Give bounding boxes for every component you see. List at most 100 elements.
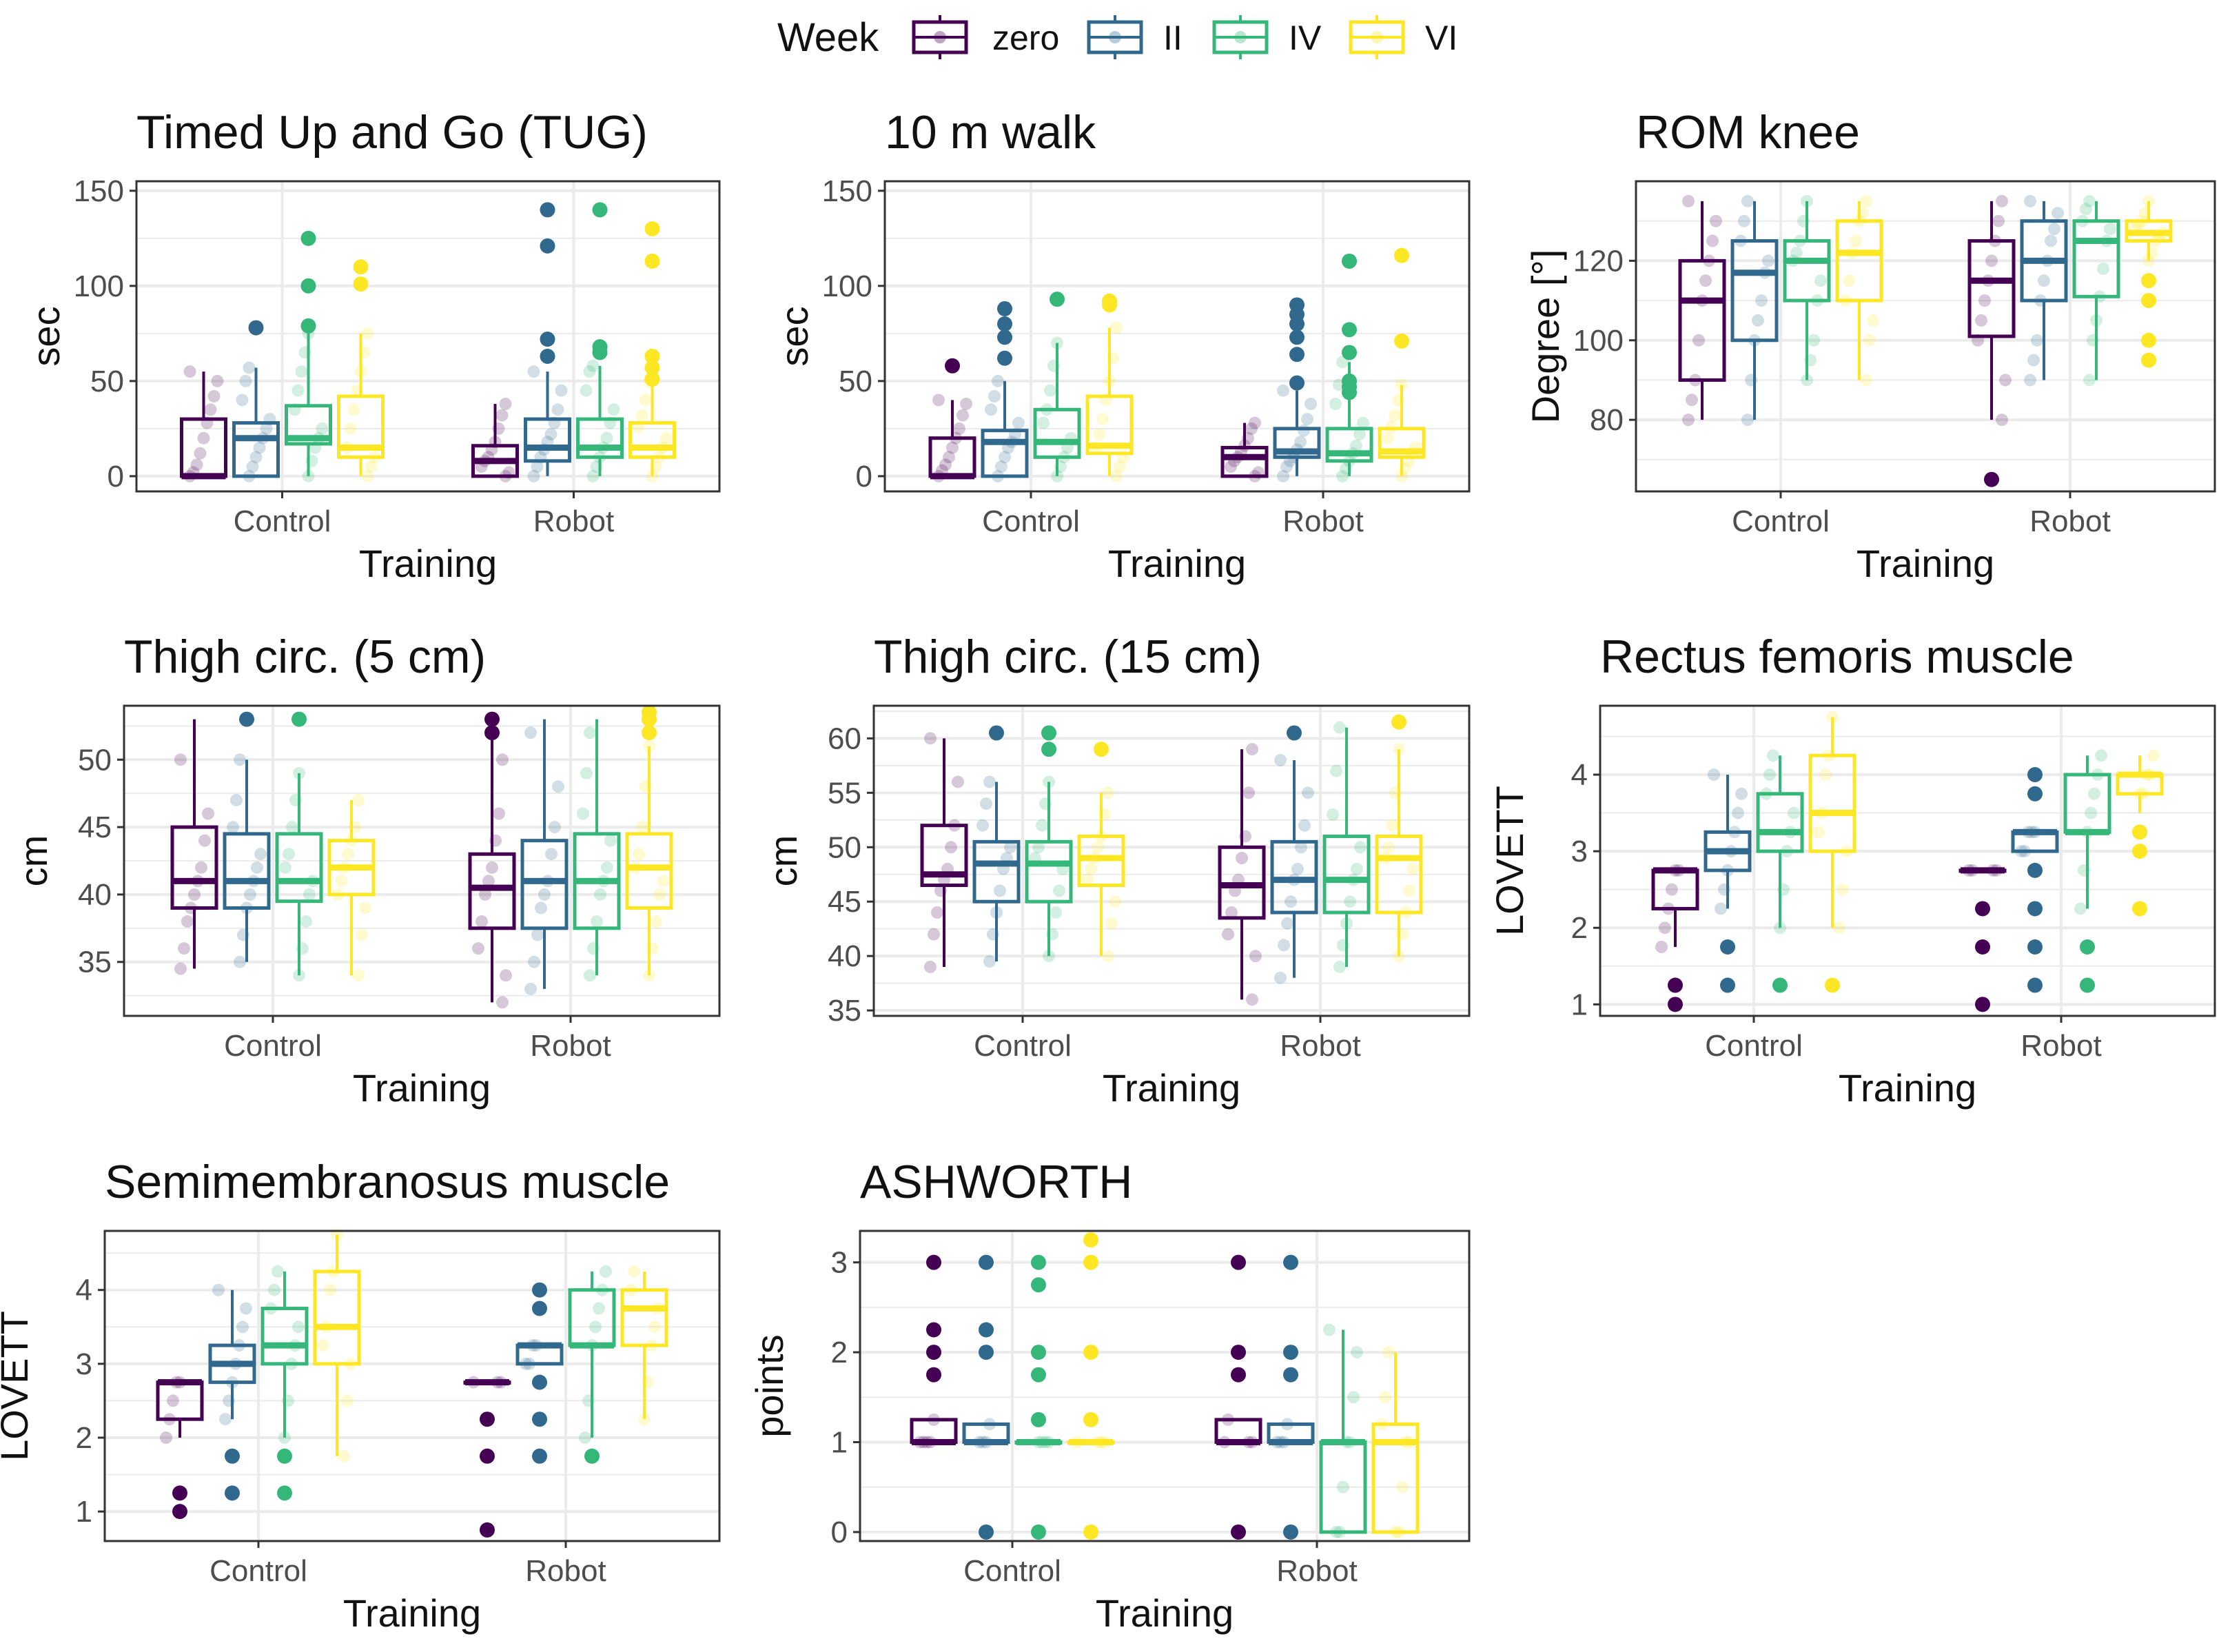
jitter-point [535, 901, 547, 915]
box-body [1025, 839, 1073, 904]
outlier-point [644, 360, 660, 376]
jitter-point [1330, 764, 1342, 777]
outlier-point [1094, 742, 1109, 757]
jitter-point [317, 1339, 329, 1352]
jitter-point [976, 819, 989, 832]
box-body [2072, 219, 2120, 298]
outlier-point [1342, 345, 1357, 360]
jitter-point [1225, 460, 1237, 473]
jitter-point [1710, 214, 1722, 227]
box-IV-robot [568, 1265, 616, 1464]
box-body [920, 824, 968, 888]
outlier-point [926, 1345, 941, 1360]
box-zero-robot [471, 398, 519, 482]
box-body [1835, 219, 1883, 303]
x-tick-label: Robot [1282, 504, 1363, 538]
outlier-point [1031, 1411, 1046, 1427]
jitter-point [1280, 460, 1293, 473]
outlier-point [532, 1374, 547, 1390]
jitter-point [283, 848, 295, 861]
jitter-point [342, 848, 354, 861]
box-body [625, 832, 673, 910]
jitter-point [472, 942, 484, 955]
jitter-point [531, 460, 544, 473]
jitter-point [607, 403, 620, 416]
box-body [1678, 258, 1726, 382]
jitter-point [1812, 826, 1825, 839]
outlier-point [2080, 977, 2095, 993]
jitter-point [635, 409, 648, 422]
outlier-point [1975, 901, 1990, 917]
box-zero-control [910, 1254, 958, 1449]
jitter-point [589, 1320, 602, 1334]
x-axis-title: Training [1839, 1066, 1976, 1110]
jitter-point [347, 403, 360, 416]
jitter-point [1278, 939, 1290, 952]
legend-item-vi: VI [1349, 15, 1457, 59]
legend-item-zero: zero [912, 15, 1059, 59]
box-body [1322, 834, 1371, 915]
jitter-point [528, 955, 540, 968]
panel-background [885, 181, 1469, 491]
y-axis-title: cm [761, 835, 805, 887]
y-tick-label: 55 [828, 776, 861, 810]
box-IV-robot [2063, 749, 2111, 993]
outlier-point [2027, 901, 2043, 917]
jitter-point [594, 888, 606, 901]
jitter-point [207, 389, 221, 402]
jitter-point [538, 888, 551, 901]
box-zero-control [180, 365, 227, 482]
panel-3: 80 100 120 Control Robot ROM knee Training Degr… [1524, 106, 2216, 585]
outlier-point [1289, 347, 1305, 363]
y-tick-label: 2 [831, 1336, 848, 1369]
jitter-point [211, 374, 224, 387]
box-body [1033, 407, 1081, 459]
jitter-point [496, 753, 509, 766]
box-body [275, 832, 323, 904]
jitter-point [659, 431, 673, 445]
outlier-point [997, 350, 1012, 366]
outlier-point [1231, 1254, 1246, 1270]
jitter-point [1337, 1480, 1349, 1493]
box-II-robot [1273, 297, 1321, 482]
jitter-point [500, 969, 512, 982]
y-tick-label: 1 [76, 1495, 92, 1529]
jitter-point [1763, 768, 1776, 781]
x-tick-label: Control [963, 1554, 1061, 1588]
jitter-point [204, 403, 217, 416]
y-tick-label: 2 [76, 1421, 92, 1455]
jitter-point [650, 915, 662, 928]
jitter-point [1666, 883, 1678, 896]
outlier-point [484, 725, 500, 741]
box-II-robot [1270, 725, 1318, 984]
legend-item-ii: II [1087, 15, 1183, 59]
outlier-point [1283, 1345, 1298, 1360]
y-tick-label: 40 [78, 878, 112, 912]
y-axis-title: Degree [°] [1524, 249, 1567, 424]
jitter-point [1032, 841, 1045, 854]
panel-title: ROM knee [1636, 106, 1860, 159]
legend-label-vi: VI [1425, 19, 1457, 57]
panel-border [859, 1230, 1471, 1542]
outlier-point [239, 711, 254, 727]
y-tick-label: 3 [76, 1347, 92, 1381]
outlier-point [979, 1345, 994, 1360]
legend-label-iv: IV [1289, 19, 1322, 57]
jitter-point [1867, 314, 1879, 327]
jitter-point [577, 807, 589, 820]
jitter-point [995, 460, 1007, 473]
box-body [1371, 1422, 1420, 1534]
jitter-point [1301, 413, 1313, 426]
box-IV-robot [573, 719, 621, 982]
jitter-point [549, 821, 561, 834]
box-zero-robot [1967, 194, 2016, 487]
legend-label-zero: zero [992, 19, 1059, 57]
jitter-point [584, 726, 596, 740]
jitter-point [1102, 786, 1114, 799]
jitter-point [580, 384, 593, 397]
jitter-point [2083, 194, 2096, 207]
legend-key-vi [1349, 15, 1405, 59]
box-IV-robot [576, 202, 624, 482]
outlier-point [644, 348, 660, 364]
x-tick-label: Robot [2029, 504, 2110, 538]
